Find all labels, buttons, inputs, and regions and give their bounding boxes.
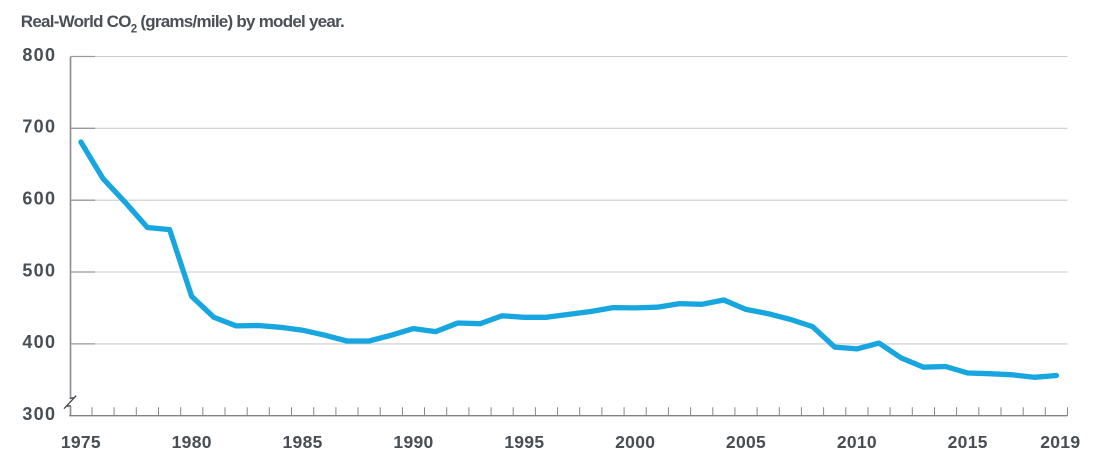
svg-text:2000: 2000 <box>615 432 655 452</box>
svg-text:1980: 1980 <box>172 432 212 452</box>
svg-text:400: 400 <box>22 332 56 352</box>
svg-text:2005: 2005 <box>726 432 766 452</box>
svg-text:2019: 2019 <box>1040 432 1080 452</box>
svg-text:2010: 2010 <box>837 432 877 452</box>
svg-text:2015: 2015 <box>948 432 988 452</box>
svg-text:800: 800 <box>22 45 56 65</box>
svg-text:300: 300 <box>22 404 56 424</box>
svg-text:700: 700 <box>22 117 56 137</box>
svg-text:1975: 1975 <box>61 432 101 452</box>
svg-text:500: 500 <box>22 260 56 280</box>
svg-text:1995: 1995 <box>504 432 544 452</box>
svg-text:1990: 1990 <box>393 432 433 452</box>
svg-text:600: 600 <box>22 189 56 209</box>
svg-text:1985: 1985 <box>283 432 323 452</box>
